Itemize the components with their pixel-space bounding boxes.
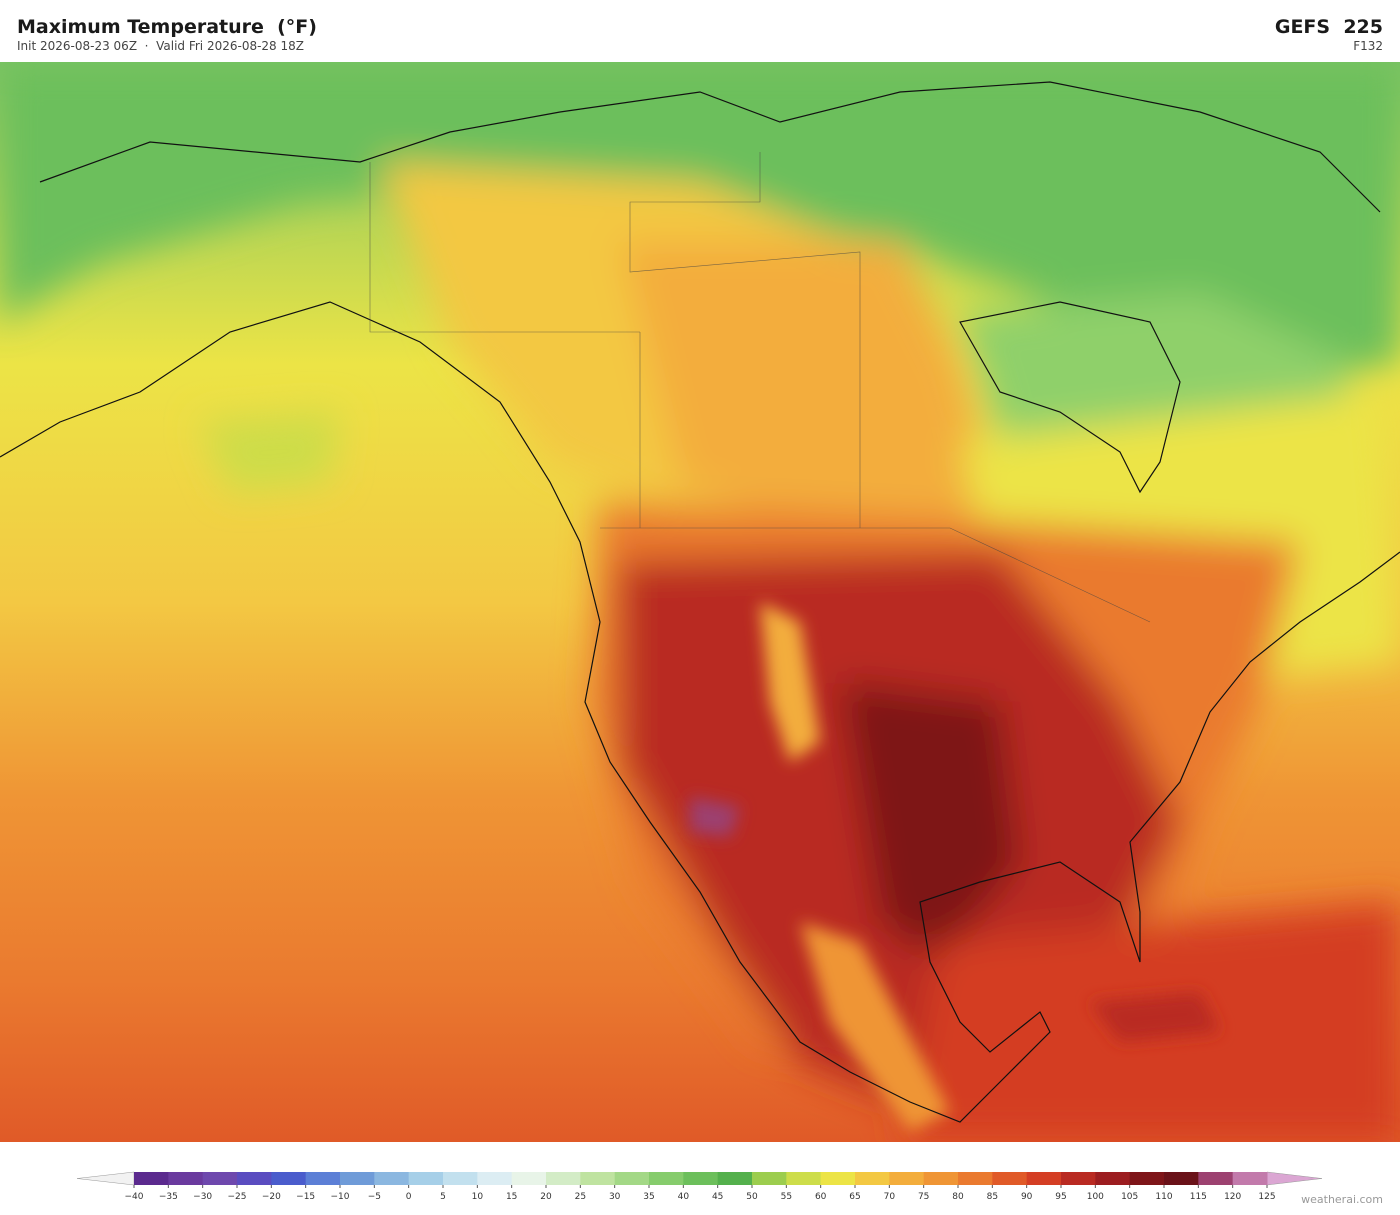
color-bin	[134, 1172, 169, 1185]
tick-label: −20	[262, 1192, 281, 1202]
tick-label: 95	[1055, 1192, 1066, 1202]
color-bin	[340, 1172, 375, 1185]
tick-label: 15	[506, 1192, 517, 1202]
tick-label: −5	[368, 1192, 381, 1202]
color-bin	[1164, 1172, 1199, 1185]
tick-label: 80	[952, 1192, 964, 1202]
color-bin	[958, 1172, 993, 1185]
color-bin	[992, 1172, 1028, 1185]
color-bin	[717, 1172, 753, 1185]
color-bin	[202, 1172, 238, 1185]
over-extend	[1266, 1171, 1323, 1186]
tick-label: 0	[406, 1192, 412, 1202]
tick-label: 120	[1224, 1192, 1241, 1202]
tick-label: 40	[678, 1192, 690, 1202]
tick-label: 75	[918, 1192, 929, 1202]
map	[0, 62, 1400, 1142]
colorbar: −40 −35 −30 −25 −20 −15 −10 −5 0 5 10 15 20 25 30 35 40 4…	[76, 1171, 1323, 1202]
color-bin	[1026, 1172, 1062, 1185]
color-bin	[1095, 1172, 1131, 1185]
tick-label: 60	[815, 1192, 827, 1202]
subtitle: Init 2026-08-23 06Z · Valid Fri 2026-08-…	[17, 39, 304, 53]
color-bin	[1198, 1172, 1234, 1185]
tick-label: 65	[849, 1192, 860, 1202]
color-bin	[271, 1172, 307, 1185]
tick-label: 115	[1190, 1192, 1207, 1202]
color-bin	[546, 1172, 581, 1185]
tick-label: 20	[540, 1192, 552, 1202]
tick-label: 70	[884, 1192, 896, 1202]
color-bin	[923, 1172, 959, 1185]
color-bin	[1232, 1172, 1268, 1185]
under-extend	[76, 1171, 135, 1186]
tick-label: 125	[1258, 1192, 1275, 1202]
tick-label: −40	[125, 1192, 144, 1202]
color-bin	[820, 1172, 856, 1185]
tick-label: 5	[440, 1192, 446, 1202]
color-bin	[408, 1172, 444, 1185]
color-bin	[477, 1172, 513, 1185]
tick-label: −10	[331, 1192, 350, 1202]
color-bin	[168, 1172, 204, 1185]
tick-label: 100	[1087, 1192, 1104, 1202]
color-bin	[649, 1172, 684, 1185]
color-bin	[443, 1172, 478, 1185]
credit: weatherai.com	[1301, 1193, 1383, 1206]
tick-label: 85	[987, 1192, 998, 1202]
color-bin	[1129, 1172, 1165, 1185]
tick-label: 110	[1155, 1192, 1172, 1202]
color-bin	[580, 1172, 616, 1185]
color-bin	[786, 1172, 822, 1185]
color-bin	[614, 1172, 650, 1185]
forecast-hour: F132	[1353, 39, 1383, 53]
tick-label: 50	[746, 1192, 758, 1202]
color-bin	[511, 1172, 547, 1185]
tick-label: 10	[472, 1192, 484, 1202]
tick-label: −15	[296, 1192, 315, 1202]
tick-label: 55	[781, 1192, 792, 1202]
tick-label: 105	[1121, 1192, 1138, 1202]
color-bin	[889, 1172, 925, 1185]
tick-label: −25	[228, 1192, 247, 1202]
tick-label: 45	[712, 1192, 723, 1202]
tick-label: 35	[643, 1192, 654, 1202]
color-bin	[237, 1172, 272, 1185]
tick-label: −30	[193, 1192, 212, 1202]
tick-label: 30	[609, 1192, 621, 1202]
color-bin	[683, 1172, 719, 1185]
color-bin	[305, 1172, 341, 1185]
color-bin	[855, 1172, 890, 1185]
title: Maximum Temperature (°F)	[17, 16, 317, 38]
color-bin	[752, 1172, 787, 1185]
model-label: GEFS 225	[1274, 16, 1383, 38]
tick-label: −35	[159, 1192, 178, 1202]
tick-label: 25	[575, 1192, 586, 1202]
color-bin	[374, 1172, 410, 1185]
color-bin	[1061, 1172, 1096, 1185]
tick-label: 90	[1021, 1192, 1033, 1202]
